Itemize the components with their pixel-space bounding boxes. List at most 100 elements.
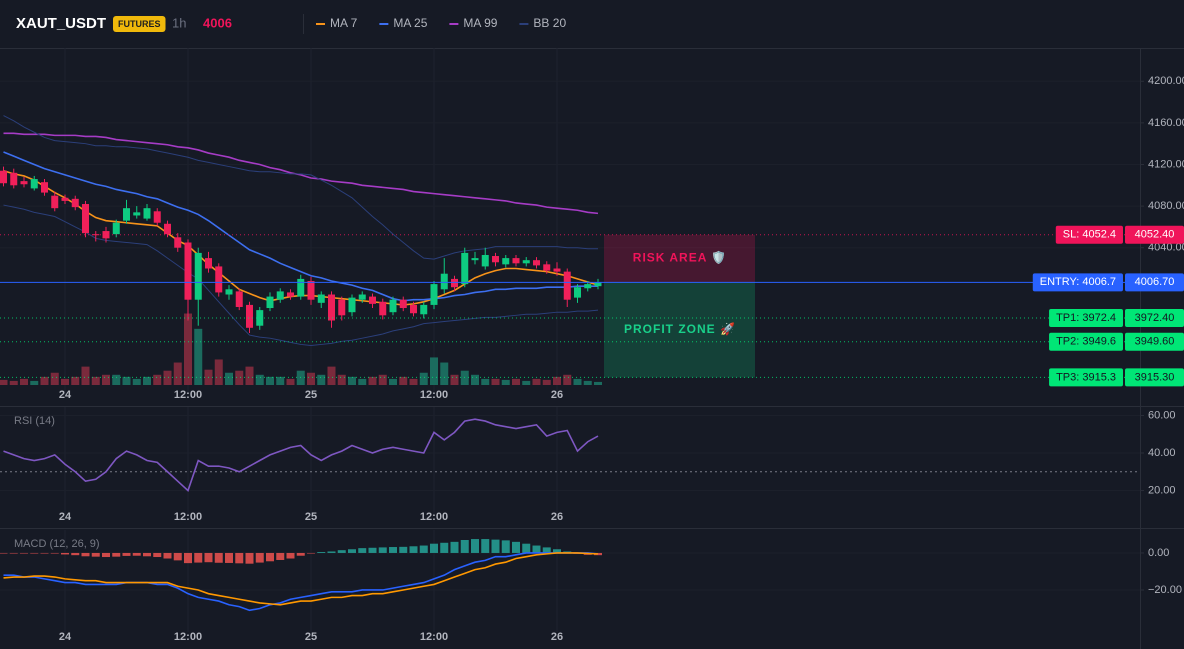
histogram-bar <box>409 546 418 553</box>
line-series <box>3 418 599 492</box>
candle-body <box>92 234 100 236</box>
histogram-bar <box>61 552 69 555</box>
candle-body <box>153 211 161 223</box>
histogram-bar <box>307 552 315 554</box>
histogram-bar <box>296 552 305 556</box>
volume-bar <box>594 381 602 385</box>
volume-bar <box>122 376 131 385</box>
candle-body <box>594 282 602 287</box>
axis-price-label: 4052.40 <box>1135 229 1175 241</box>
zone-label: RISK AREA 🛡️ <box>633 251 727 265</box>
histogram-bar <box>122 552 131 556</box>
histogram-bar <box>81 552 90 557</box>
histogram-bar <box>184 552 192 564</box>
histogram-bar <box>317 552 326 553</box>
level-label: ENTRY: 4006.7 <box>1040 276 1116 288</box>
volume-bar <box>266 376 274 385</box>
histogram-bar <box>512 541 520 553</box>
candle-body <box>41 182 48 193</box>
interval[interactable]: 1h <box>172 15 186 30</box>
volume-bar <box>337 374 346 385</box>
candle-body <box>215 266 223 293</box>
y-tick-label: 4040.00 <box>1148 242 1184 254</box>
histogram-bar <box>245 552 254 564</box>
x-tick-label: 12:00 <box>174 389 202 401</box>
level-label-bg <box>1055 225 1123 244</box>
candle-body <box>471 258 479 261</box>
histogram-bar <box>30 552 39 554</box>
legend-label[interactable]: BB 20 <box>533 16 566 30</box>
histogram-bar <box>440 542 449 553</box>
candle-body <box>143 208 151 219</box>
pane: 24 12:00 25 12:00 26 4040.00 4080.00 4120.00 416… <box>0 48 1184 407</box>
candle-body <box>440 273 448 290</box>
legend-label[interactable]: MA 7 <box>330 16 358 30</box>
histogram-bar <box>173 552 182 561</box>
level-label-bg <box>1032 273 1123 292</box>
line-series <box>3 151 598 302</box>
candle-body <box>123 208 130 221</box>
volume-bar <box>9 380 18 385</box>
x-tick-label: 12:00 <box>174 631 202 643</box>
volume-bar <box>430 357 438 385</box>
candle-body <box>276 291 284 300</box>
candle-body <box>512 258 520 264</box>
histogram-bar <box>163 552 172 559</box>
x-tick-label: 26 <box>551 511 563 523</box>
level-label: SL: 4052.4 <box>1063 229 1116 241</box>
volume-bar <box>389 378 397 385</box>
histogram-bar <box>102 552 110 558</box>
line-series <box>3 115 598 260</box>
x-tick-label: 26 <box>551 389 563 401</box>
x-tick-label: 24 <box>59 511 72 523</box>
legend-label[interactable]: MA 25 <box>393 16 427 30</box>
candle-body <box>205 258 212 269</box>
candle-body <box>461 252 469 285</box>
histogram-bar <box>348 549 356 553</box>
axis-price-label: 3972.40 <box>1135 312 1175 324</box>
candle-body <box>164 223 171 235</box>
candle-body <box>543 264 551 271</box>
candle-body <box>82 204 89 234</box>
volume-bar <box>512 378 520 385</box>
x-tick-label: 12:00 <box>174 511 202 523</box>
last-price: 4006 <box>203 15 232 30</box>
volume-bar <box>542 379 551 385</box>
volume-bar <box>522 380 531 385</box>
histogram-bar <box>337 550 346 553</box>
volume-bar <box>102 374 110 385</box>
level-label: TP2: 3949.6 <box>1056 336 1116 348</box>
histogram-bar <box>542 547 551 553</box>
histogram-bar <box>255 552 264 563</box>
volume-bar <box>378 374 387 385</box>
x-tick-label: 26 <box>551 631 563 643</box>
axis-price-label: 3915.30 <box>1135 371 1175 383</box>
volume-bar <box>245 366 254 385</box>
candle-body <box>174 237 182 248</box>
histogram-bar <box>594 552 602 556</box>
symbol[interactable]: XAUT_USDT <box>16 15 106 32</box>
histogram-bar <box>522 543 531 553</box>
volume-bar <box>491 378 500 385</box>
histogram-bar <box>50 552 59 554</box>
x-tick-label: 25 <box>305 631 317 643</box>
volume-bar <box>501 379 510 385</box>
level-label: TP3: 3915.3 <box>1056 371 1116 383</box>
candle-body <box>246 304 253 328</box>
histogram-bar <box>266 552 274 562</box>
plot-area <box>0 48 1140 395</box>
candle-body <box>369 296 376 304</box>
legend-label[interactable]: MA 99 <box>463 16 497 30</box>
volume-bar <box>163 370 172 385</box>
y-tick-label: 40.00 <box>1148 447 1176 459</box>
badge: FUTURES <box>118 19 161 29</box>
y-tick-label: 4200.00 <box>1148 75 1184 87</box>
y-tick-label: 4080.00 <box>1148 200 1184 212</box>
candle-body <box>317 294 325 303</box>
volume-bar <box>409 378 418 385</box>
histogram-bar <box>91 552 100 557</box>
histogram-bar <box>9 552 18 554</box>
volume-bar <box>583 380 592 385</box>
pane-title: MACD (12, 26, 9) <box>14 538 100 550</box>
